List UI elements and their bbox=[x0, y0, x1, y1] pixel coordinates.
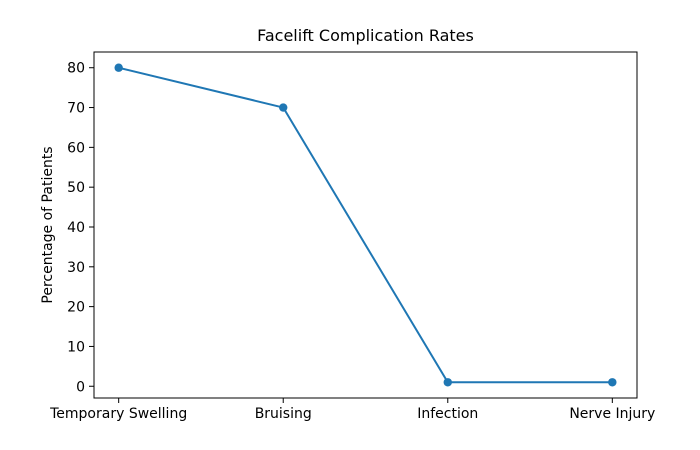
x-tick-label: Nerve Injury bbox=[569, 406, 655, 422]
y-tick-label: 80 bbox=[67, 61, 85, 77]
x-tick-label: Infection bbox=[417, 406, 478, 422]
y-tick-label: 40 bbox=[67, 220, 85, 236]
y-tick-label: 30 bbox=[67, 260, 85, 276]
x-tick-label: Bruising bbox=[255, 406, 312, 422]
y-tick-label: 20 bbox=[67, 300, 85, 316]
y-tick-label: 10 bbox=[67, 339, 85, 355]
data-line bbox=[117, 66, 614, 384]
data-point bbox=[608, 378, 617, 387]
chart-title: Facelift Complication Rates bbox=[257, 26, 474, 45]
y-axis-label: Percentage of Patients bbox=[40, 146, 56, 303]
y-tick-label: 70 bbox=[67, 101, 85, 117]
y-tick-label: 60 bbox=[67, 140, 85, 156]
axes-frame bbox=[93, 51, 638, 399]
y-tick-label: 0 bbox=[76, 379, 85, 395]
data-point bbox=[279, 103, 288, 112]
plot-area: 0 10 20 30 40 50 60 70 80 Temporary Swelling Bruis… bbox=[49, 51, 655, 422]
data-point bbox=[114, 63, 123, 72]
y-tick-label: 50 bbox=[67, 180, 85, 196]
data-point bbox=[443, 378, 452, 387]
x-tick-label: Temporary Swelling bbox=[49, 406, 187, 422]
